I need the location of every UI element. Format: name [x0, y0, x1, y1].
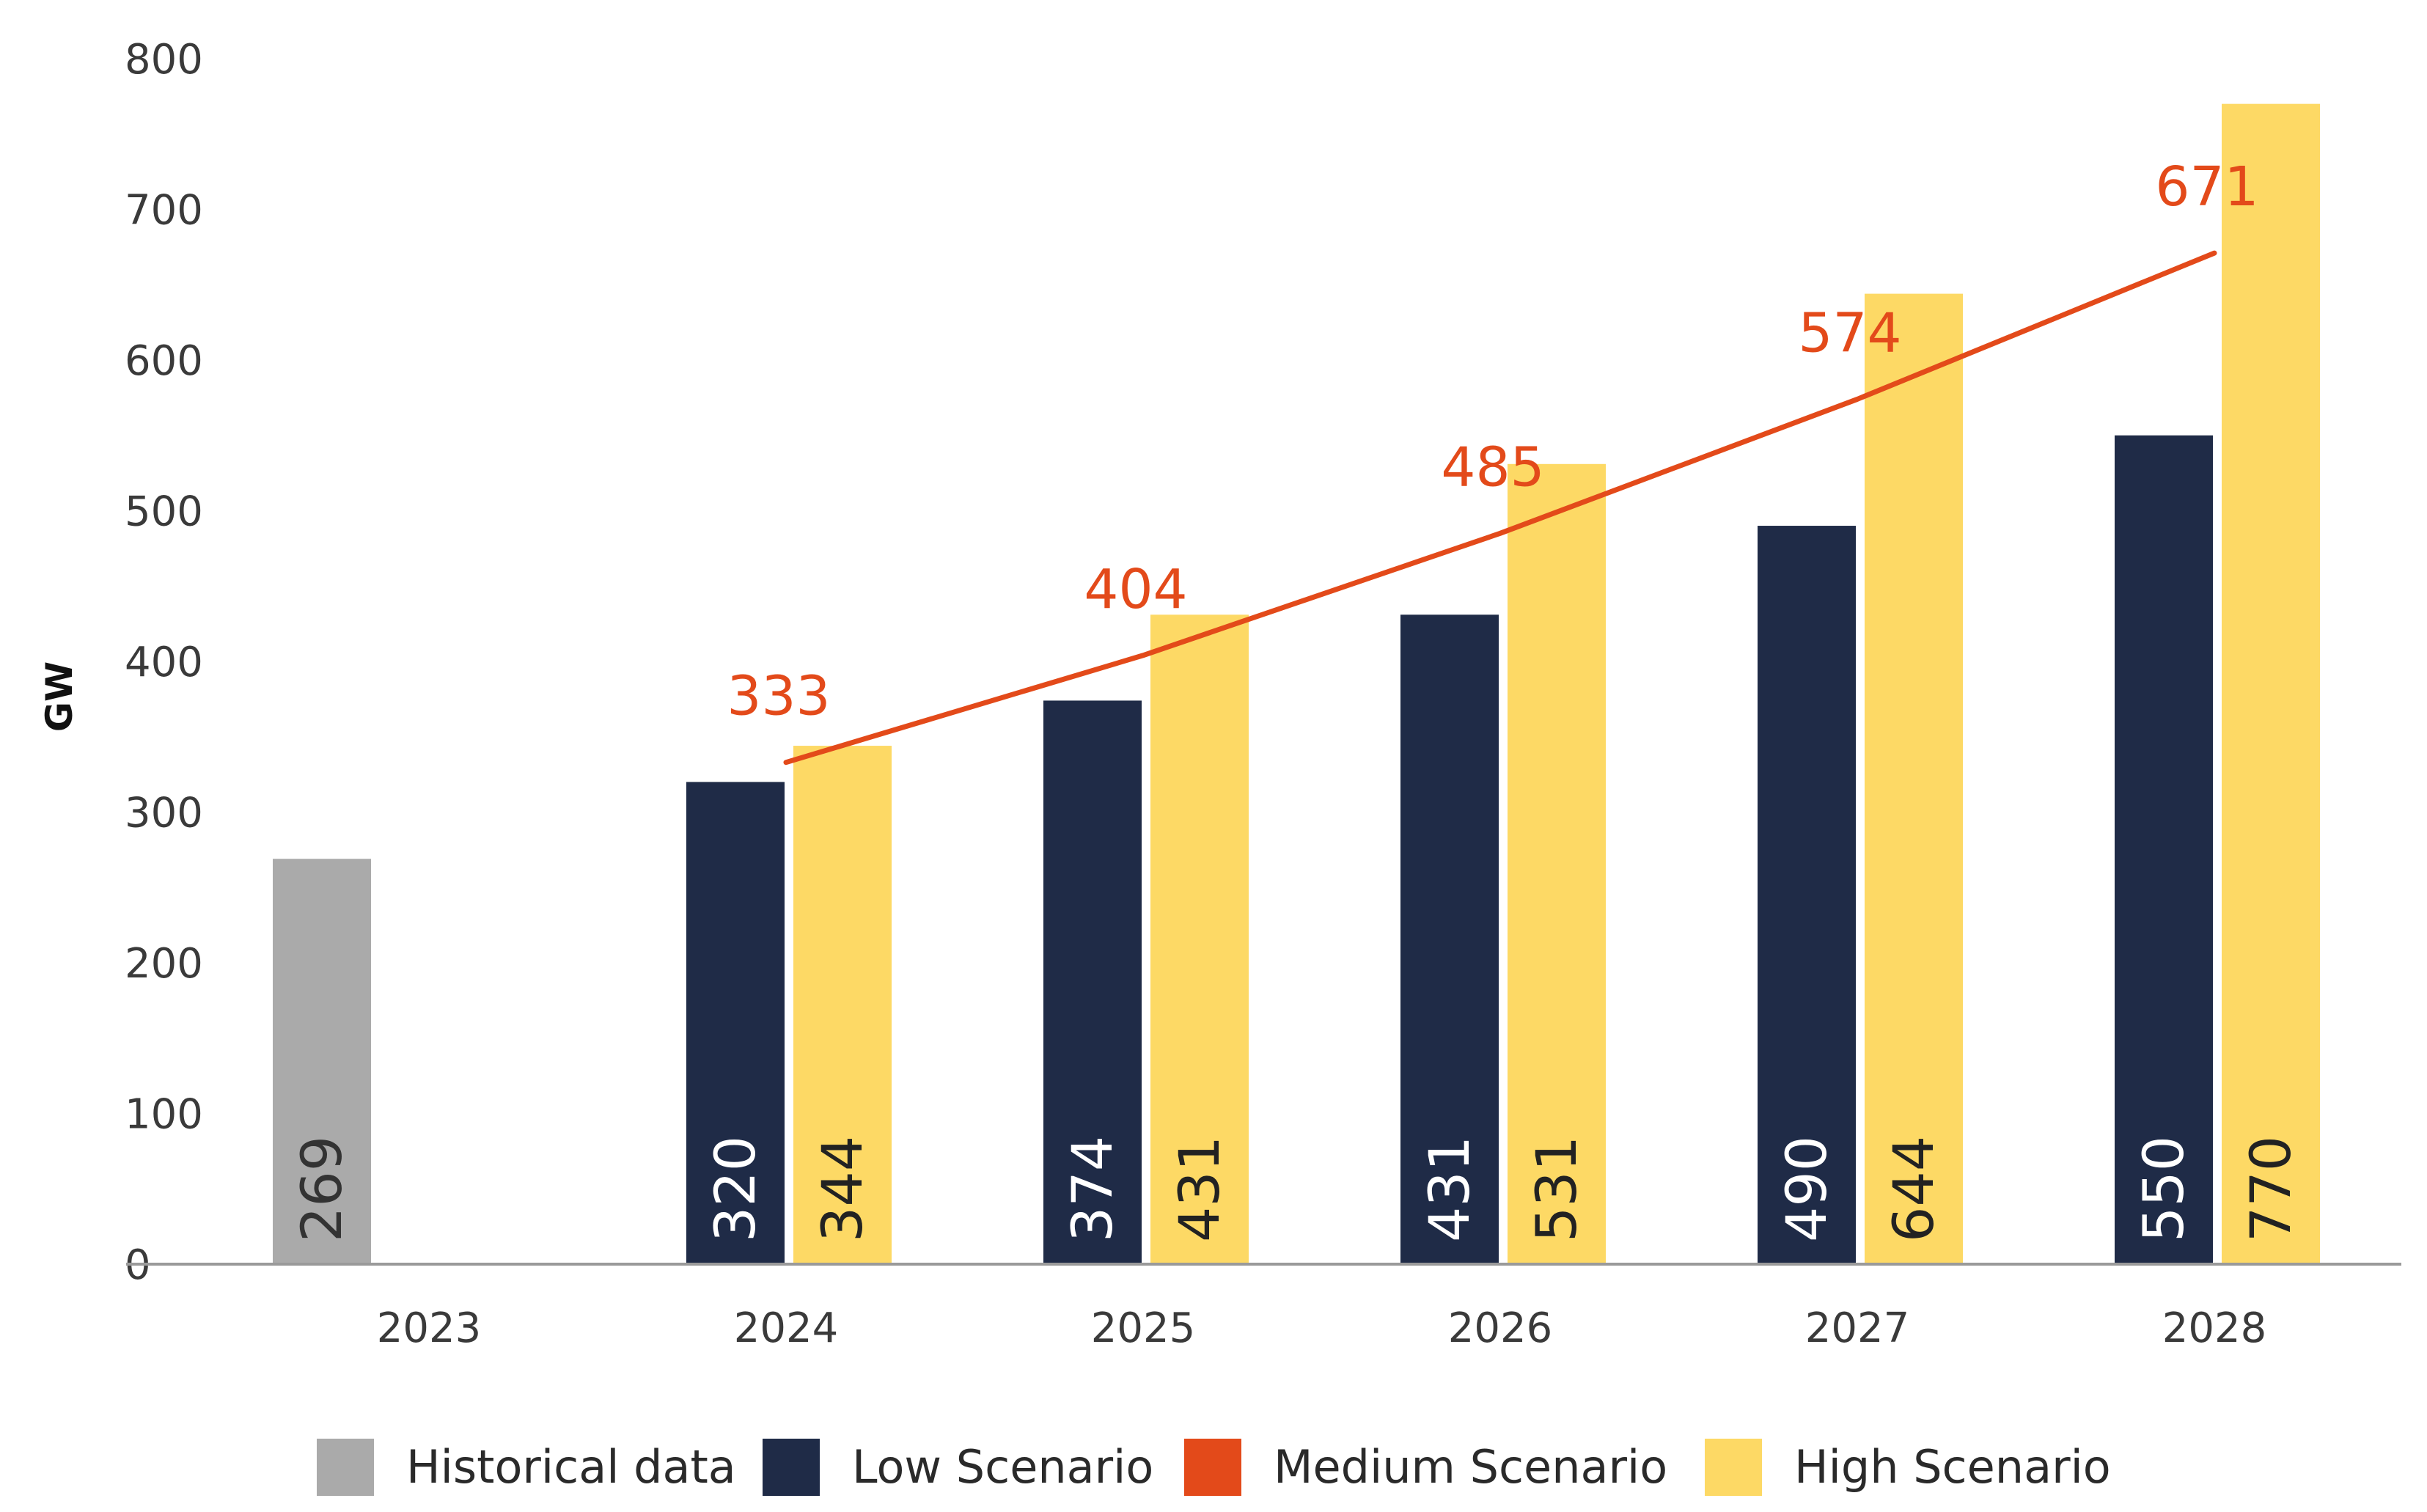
bars: 269 320 344 374 431 431 531 490 644 550 770 — [273, 103, 2320, 1265]
bar-value-label: 269 — [289, 1136, 354, 1242]
x-tick-label: 2025 — [1091, 1304, 1196, 1352]
y-tick-label: 400 — [125, 639, 203, 686]
line-value-label: 574 — [1798, 301, 1901, 364]
bar-value-label: 344 — [809, 1136, 875, 1242]
x-tick-label: 2028 — [2162, 1304, 2267, 1352]
x-axis-ticks: 2023 2024 2025 2026 2027 2028 — [377, 1304, 2267, 1352]
y-tick-label: 800 — [125, 36, 203, 84]
bar-value-label: 531 — [1524, 1136, 1589, 1242]
legend-label: Medium Scenario — [1274, 1440, 1667, 1494]
legend-label: High Scenario — [1794, 1440, 2111, 1494]
bar-value-label: 320 — [702, 1136, 768, 1242]
bar-value-label: 490 — [1774, 1136, 1839, 1242]
x-tick-label: 2027 — [1805, 1304, 1910, 1352]
x-tick-label: 2024 — [734, 1304, 839, 1352]
bar-low-scenario — [686, 782, 785, 1264]
bar-low-scenario — [2115, 435, 2213, 1264]
y-tick-label: 600 — [125, 337, 203, 385]
bar-value-label: 550 — [2131, 1136, 2196, 1242]
bar-high-scenario — [1865, 293, 1963, 1265]
bar-high-scenario — [1508, 463, 1606, 1265]
legend-label: Low Scenario — [852, 1440, 1153, 1494]
y-tick-label: 200 — [125, 940, 203, 988]
bar-low-scenario — [1400, 614, 1499, 1264]
y-axis-label: GW — [38, 661, 81, 732]
bar-low-scenario — [1043, 700, 1142, 1264]
legend-swatch — [317, 1439, 374, 1496]
bar-value-label: 644 — [1881, 1136, 1946, 1242]
y-tick-label: 300 — [125, 790, 203, 837]
legend-swatch — [1184, 1439, 1241, 1496]
bar-high-scenario — [793, 746, 892, 1264]
bar-value-label: 431 — [1417, 1136, 1482, 1242]
line-value-label: 404 — [1084, 558, 1187, 621]
medium-scenario-line — [783, 250, 2217, 766]
y-tick-label: 100 — [125, 1091, 203, 1139]
line-value-label: 671 — [2155, 155, 2258, 219]
medium-scenario-line-group: 333 404 485 574 671 — [727, 155, 2259, 766]
x-tick-label: 2023 — [377, 1304, 482, 1352]
bar-value-label: 431 — [1167, 1136, 1232, 1242]
line-value-label: 485 — [1441, 436, 1544, 499]
legend-swatch — [1705, 1439, 1762, 1496]
y-tick-label: 500 — [125, 488, 203, 536]
y-tick-label: 700 — [125, 187, 203, 235]
bar-high-scenario — [1150, 614, 1249, 1264]
legend-swatch — [763, 1439, 820, 1496]
bar-value-label: 374 — [1060, 1136, 1125, 1242]
legend-label: Historical data — [406, 1440, 736, 1494]
line-value-label: 333 — [727, 665, 830, 728]
x-tick-label: 2026 — [1448, 1304, 1553, 1352]
legend: Historical data Low Scenario Medium Scenar… — [317, 1439, 2111, 1496]
bar-historical-data — [273, 859, 371, 1264]
bar-low-scenario — [1758, 526, 1856, 1264]
bar-value-label: 770 — [2238, 1136, 2303, 1242]
bar-high-scenario — [2222, 103, 2320, 1264]
